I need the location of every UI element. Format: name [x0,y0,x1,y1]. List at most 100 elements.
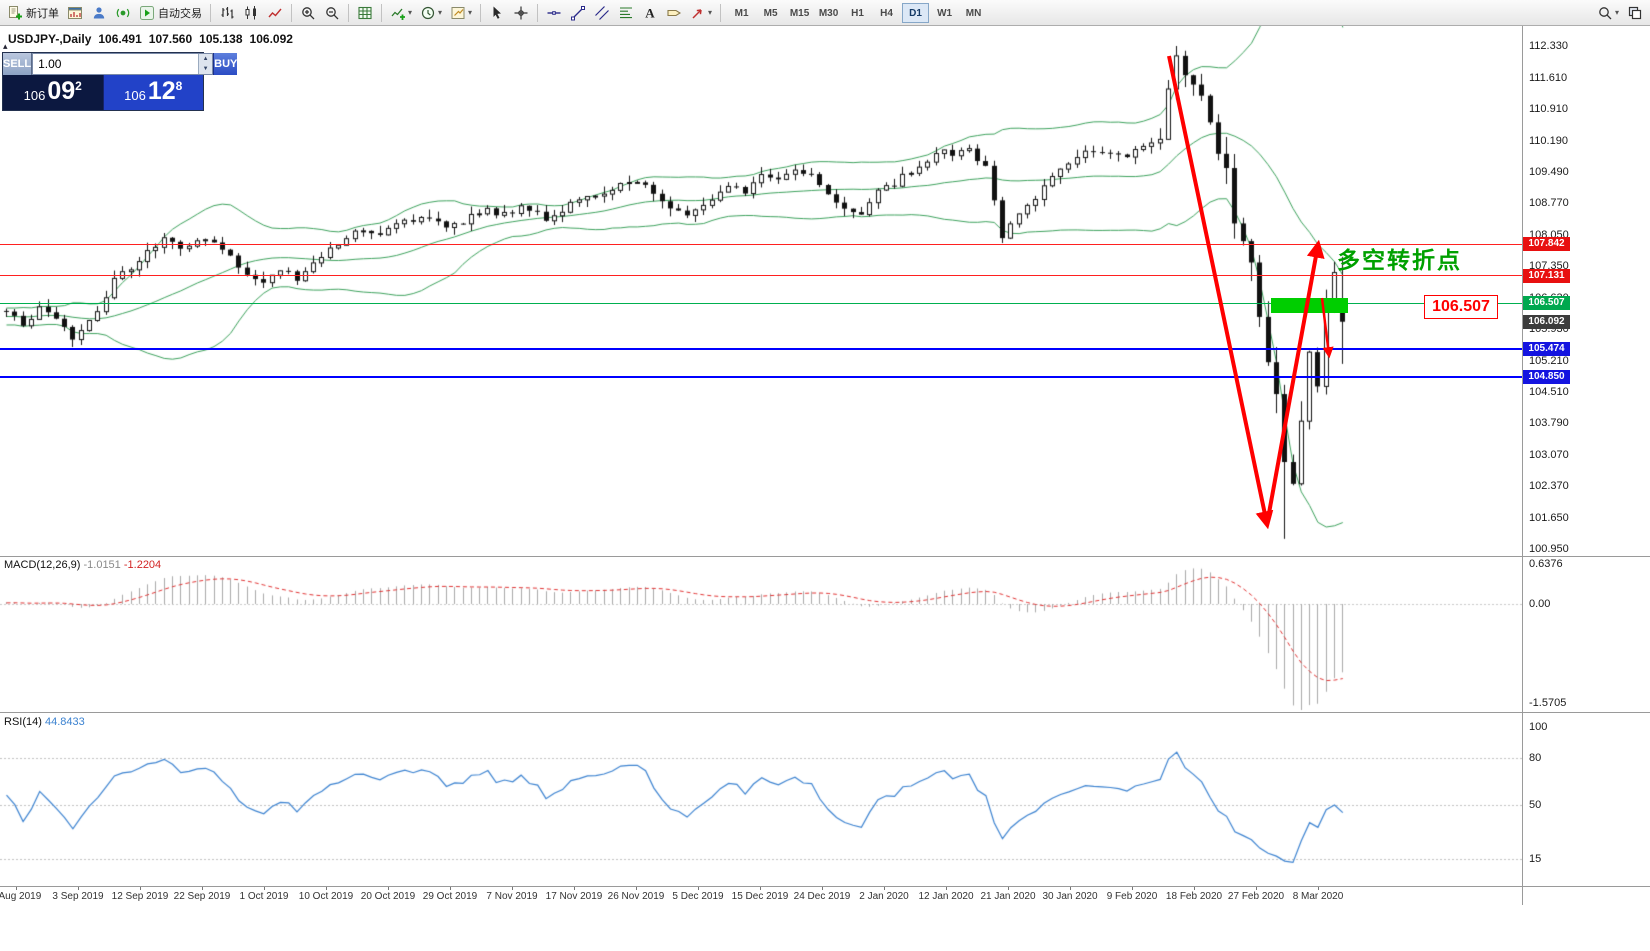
time-tick [1194,887,1195,890]
volume-up-button[interactable]: ▲ [198,54,213,64]
price-callout-box[interactable]: 106.507 [1424,295,1498,319]
horizontal-line-object[interactable] [0,275,1522,277]
time-axis-label: 5 Dec 2019 [672,891,724,902]
buy-price-display[interactable]: 106 12 8 [102,75,203,110]
horizontal-line-object[interactable] [0,375,1522,378]
new-order-button[interactable]: 新订单 [3,2,63,24]
timeframe-d1[interactable]: D1 [902,2,930,23]
trend-arrow-object[interactable] [1265,239,1325,525]
candle-chart-button[interactable] [239,2,263,24]
volume-spinner: ▲ ▼ [198,54,213,74]
profiles-button[interactable] [87,2,111,24]
search-button[interactable]: ▾ [1593,2,1623,24]
autotrading-button[interactable]: 自动交易 [135,2,206,24]
time-tick [822,887,823,890]
pane-divider[interactable] [0,886,1650,887]
charts-button[interactable] [63,2,87,24]
support-zone-rectangle[interactable] [1271,298,1348,313]
ohlc-high: 107.560 [148,32,193,46]
macd-pane-canvas[interactable] [0,557,1522,712]
timeframe-m1[interactable]: M1 [734,7,749,19]
label-tool-button[interactable] [662,2,686,24]
templates-button[interactable]: ▾ [446,2,476,24]
line-chart-icon [267,5,283,21]
label-icon [666,5,682,21]
indicators-button[interactable]: ▾ [386,2,416,24]
timeframe-m5[interactable]: M5 [763,7,778,19]
one-click-collapse-icon[interactable]: ▴ [3,41,8,51]
tile-windows-button[interactable] [353,2,377,24]
buy-price-big: 12 [147,77,176,105]
cursor-button[interactable] [485,2,509,24]
zoom-out-button[interactable] [320,2,344,24]
time-tick [202,887,203,890]
symbol-name: USDJPY-,Daily [8,32,92,46]
symbol-ohlc-label: USDJPY-,Daily 106.491 107.560 105.138 106.09… [8,32,300,46]
pane-divider[interactable] [0,556,1650,557]
time-tick [1318,887,1319,890]
time-tick [760,887,761,890]
time-tick [574,887,575,890]
zoom-out-icon [324,5,340,21]
time-axis-label: 10 Oct 2019 [298,891,354,902]
sell-price-display[interactable]: 106 09 2 [3,75,103,110]
bar-chart-button[interactable] [215,2,239,24]
bars-icon [219,5,235,21]
toolbar-separator [537,3,539,22]
trendline-tool-button[interactable] [566,2,590,24]
periods-button[interactable]: ▾ [416,2,446,24]
buy-button[interactable]: BUY [213,53,238,75]
autotrading-icon [139,5,155,21]
timeframe-h1[interactable]: H1 [851,7,864,19]
time-tick [388,887,389,890]
volume-input[interactable] [33,54,199,74]
horizontal-line-object[interactable] [0,348,1522,351]
zoom-in-button[interactable] [296,2,320,24]
sell-button[interactable]: SELL [3,53,33,75]
price-tag: 104.850 [1523,369,1570,384]
time-axis-label: 9 Feb 2020 [1106,891,1158,902]
windows-button[interactable] [1623,2,1647,24]
trend-arrow-object[interactable] [1167,55,1274,530]
volume-down-button[interactable]: ▼ [198,64,213,74]
timeframe-m15[interactable]: M15 [789,7,810,19]
macd-axis-label: -1.5705 [1529,696,1567,709]
crosshair-button[interactable] [509,2,533,24]
fibonacci-tool-button[interactable] [614,2,638,24]
timeframe-w1[interactable]: W1 [937,7,953,19]
price-axis-label: 109.490 [1529,165,1569,178]
price-axis-label: 108.770 [1529,197,1569,210]
template-icon [450,5,466,21]
price-axis-label: 102.370 [1529,480,1569,493]
timeframe-h4[interactable]: H4 [880,7,893,19]
timeframe-m30[interactable]: M30 [818,7,839,19]
zoom-in-icon [300,5,316,21]
line-chart-button[interactable] [263,2,287,24]
horizontal-line-object[interactable] [0,302,1522,304]
alerts-button[interactable] [111,2,135,24]
layers-icon [1627,5,1643,21]
text-tool-button[interactable]: A [638,2,662,24]
price-axis-label: 100.950 [1529,542,1569,555]
time-axis-label: 2 Jan 2020 [859,891,909,902]
timeframe-mn[interactable]: MN [965,7,982,19]
price-axis-label: 105.210 [1529,354,1569,367]
price-axis-label: 101.650 [1529,512,1569,525]
price-tag: 105.474 [1523,342,1570,357]
rsi-pane-canvas[interactable] [0,713,1522,886]
hline-tool-button[interactable] [542,2,566,24]
horizontal-line-object[interactable] [0,243,1522,245]
trend-arrow-object[interactable] [1320,297,1334,359]
pane-divider[interactable] [0,712,1650,713]
trend-arrows [1167,55,1334,530]
price-axis-label: 103.790 [1529,417,1569,430]
turning-point-annotation[interactable]: 多空转折点 [1337,247,1462,273]
time-tick [884,887,885,890]
price-chart-canvas[interactable] [0,26,1522,556]
time-tick [512,887,513,890]
arrows-tool-button[interactable]: ▾ [686,2,716,24]
channel-tool-button[interactable] [590,2,614,24]
ohlc-close: 106.092 [249,32,293,46]
time-axis-label: 17 Nov 2019 [545,891,603,902]
text-icon: A [642,5,658,21]
